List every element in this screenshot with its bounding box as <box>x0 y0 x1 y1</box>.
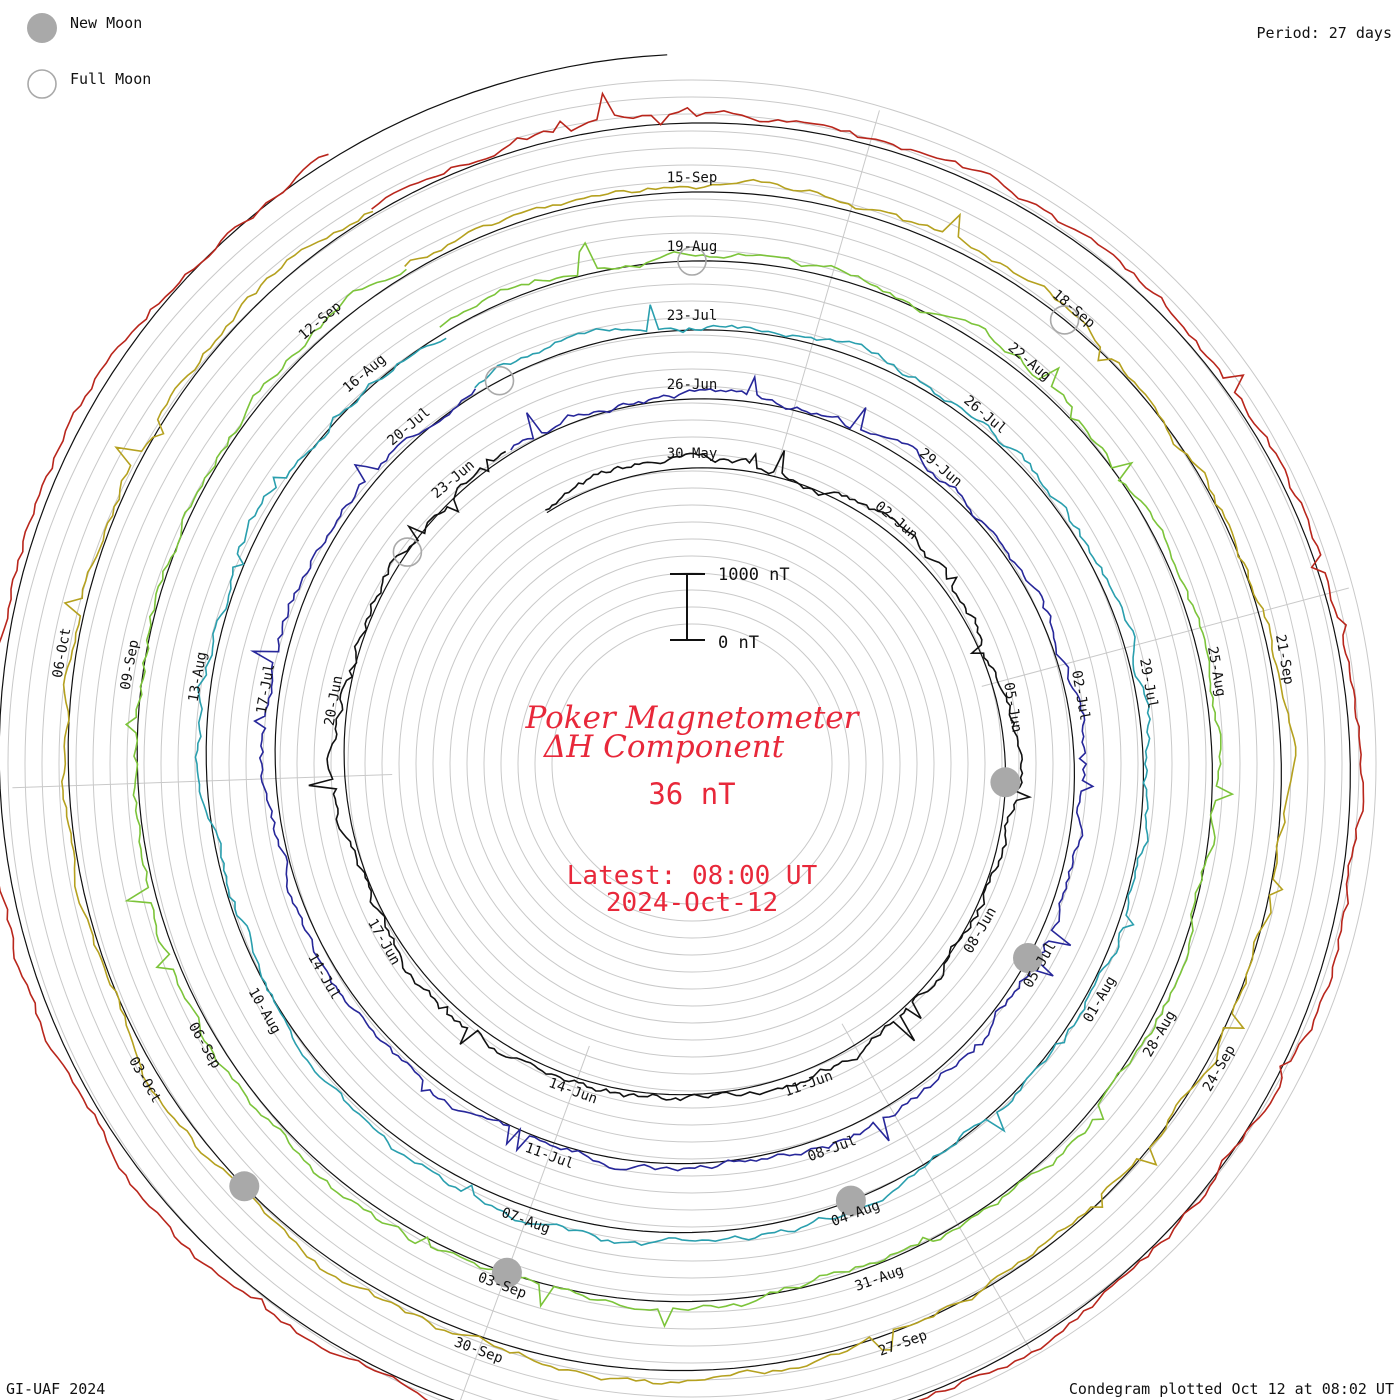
date-label: 25-Aug <box>1204 645 1229 698</box>
date-label: 03-Oct <box>125 1054 164 1106</box>
new-moon-legend-label: New Moon <box>70 14 142 32</box>
scale-top-label: 1000 nT <box>718 565 790 585</box>
date-label: 17-Jul <box>254 663 279 716</box>
date-label: 06-Oct <box>50 627 75 680</box>
date-label: 27-Sep <box>876 1327 929 1359</box>
date-label: 29-Jun <box>916 445 965 490</box>
date-label: 20-Jun <box>322 675 347 728</box>
date-label: 11-Jun <box>782 1068 835 1100</box>
date-label: 26-Jun <box>667 377 718 393</box>
scale-bottom-label: 0 nT <box>718 633 759 653</box>
grid-spoke <box>842 1024 1032 1353</box>
legend: New Moon Full Moon <box>27 13 151 98</box>
date-label: 10-Aug <box>245 985 284 1037</box>
chart-title-line2: ΔH Component <box>543 729 785 765</box>
latest-date: 2024-Oct-12 <box>606 888 778 918</box>
date-label: 21-Sep <box>1272 633 1297 686</box>
new-moon-marker <box>990 767 1020 797</box>
latest-time: Latest: 08:00 UT <box>567 861 818 891</box>
date-label: 30-May <box>667 446 718 462</box>
date-label: 15-Sep <box>667 170 718 186</box>
full-moon-legend-label: Full Moon <box>70 70 151 88</box>
period-label: Period: 27 days <box>1257 24 1392 42</box>
date-label: 19-Aug <box>667 239 718 255</box>
date-label: 12-Sep <box>296 299 345 344</box>
credit-label: GI-UAF 2024 <box>6 1380 105 1398</box>
date-label: 30-Sep <box>452 1335 505 1367</box>
new-moon-marker <box>229 1171 259 1201</box>
full-moon-legend-icon <box>28 70 56 98</box>
date-label: 06-Sep <box>185 1020 224 1072</box>
date-label: 05-Jun <box>1000 681 1025 734</box>
date-label: 09-Sep <box>118 639 143 692</box>
date-label: 23-Jul <box>667 308 718 324</box>
date-label: 02-Jun <box>872 498 921 543</box>
date-label: 08-Jul <box>806 1133 859 1165</box>
date-label: 24-Sep <box>1200 1043 1239 1095</box>
date-label: 02-Jul <box>1068 669 1093 722</box>
latest-value: 36 nT <box>648 777 735 811</box>
date-label: 29-Jul <box>1136 657 1161 710</box>
plotted-label: Condegram plotted Oct 12 at 08:02 UT <box>1069 1380 1394 1398</box>
series-line-cycle-1 <box>309 451 1030 1101</box>
new-moon-legend-icon <box>27 13 57 43</box>
